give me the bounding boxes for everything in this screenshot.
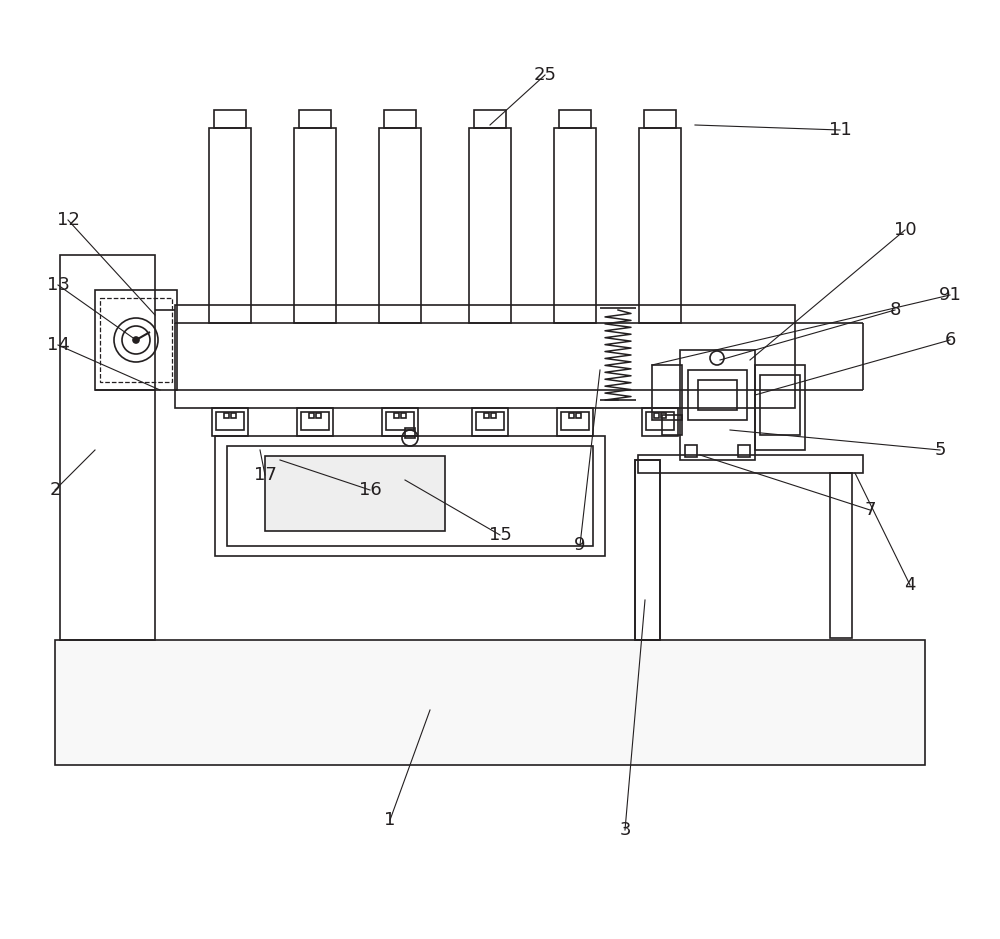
Bar — [652, 365, 682, 420]
Bar — [569, 413, 574, 418]
Bar — [265, 456, 445, 531]
Text: 7: 7 — [864, 501, 876, 519]
Bar — [401, 413, 406, 418]
Bar — [635, 460, 660, 640]
Bar — [576, 413, 581, 418]
Bar — [639, 128, 681, 323]
Text: 12: 12 — [57, 211, 79, 229]
Bar — [384, 110, 416, 128]
Bar — [224, 413, 229, 418]
Bar — [379, 128, 421, 323]
Bar — [301, 412, 329, 430]
Bar — [644, 110, 676, 128]
Bar — [738, 445, 750, 457]
Bar — [642, 408, 678, 436]
Text: 16: 16 — [359, 481, 381, 499]
Bar — [554, 128, 596, 323]
Bar — [405, 428, 415, 438]
Bar — [209, 128, 251, 323]
Bar — [638, 455, 863, 473]
Bar — [214, 110, 246, 128]
Text: 17: 17 — [254, 466, 276, 484]
Bar — [55, 640, 925, 765]
Text: 4: 4 — [904, 576, 916, 594]
Bar — [698, 380, 737, 410]
Bar — [299, 110, 331, 128]
Bar — [685, 445, 697, 457]
Bar — [830, 473, 852, 638]
Bar — [680, 350, 755, 460]
Bar — [316, 413, 321, 418]
Bar — [231, 413, 236, 418]
Text: 15: 15 — [489, 526, 511, 544]
Bar — [382, 408, 418, 436]
Bar — [394, 413, 399, 418]
Bar — [95, 290, 177, 390]
Bar — [212, 408, 248, 436]
Text: 11: 11 — [829, 121, 851, 139]
Bar — [215, 436, 605, 556]
Text: 3: 3 — [619, 821, 631, 839]
Text: 91: 91 — [939, 286, 961, 304]
Bar — [469, 128, 511, 323]
Bar — [175, 390, 795, 408]
Text: 1: 1 — [384, 811, 396, 829]
Bar — [100, 298, 172, 382]
Bar — [561, 412, 589, 430]
Bar — [760, 375, 800, 435]
Bar — [474, 110, 506, 128]
Bar — [688, 370, 747, 420]
Bar — [476, 412, 504, 430]
Bar — [654, 413, 659, 418]
Bar — [662, 415, 682, 435]
Bar — [216, 412, 244, 430]
Bar — [755, 365, 805, 450]
Text: 5: 5 — [934, 441, 946, 459]
Text: 10: 10 — [894, 221, 916, 239]
Text: 9: 9 — [574, 536, 586, 554]
Bar — [386, 412, 414, 430]
Text: 8: 8 — [889, 301, 901, 319]
Text: 6: 6 — [944, 331, 956, 349]
Bar — [491, 413, 496, 418]
Bar — [175, 305, 795, 323]
Bar — [646, 412, 674, 430]
Bar — [309, 413, 314, 418]
Bar — [635, 460, 660, 640]
Bar — [559, 110, 591, 128]
Text: 2: 2 — [49, 481, 61, 499]
Text: 25: 25 — [534, 66, 556, 84]
Text: 13: 13 — [47, 276, 69, 294]
Circle shape — [133, 337, 139, 343]
Bar — [297, 408, 333, 436]
Bar — [557, 408, 593, 436]
Text: 14: 14 — [47, 336, 69, 354]
Bar — [661, 413, 666, 418]
Bar — [484, 413, 489, 418]
Bar — [472, 408, 508, 436]
Bar — [227, 446, 593, 546]
Bar — [294, 128, 336, 323]
Bar — [60, 255, 155, 640]
